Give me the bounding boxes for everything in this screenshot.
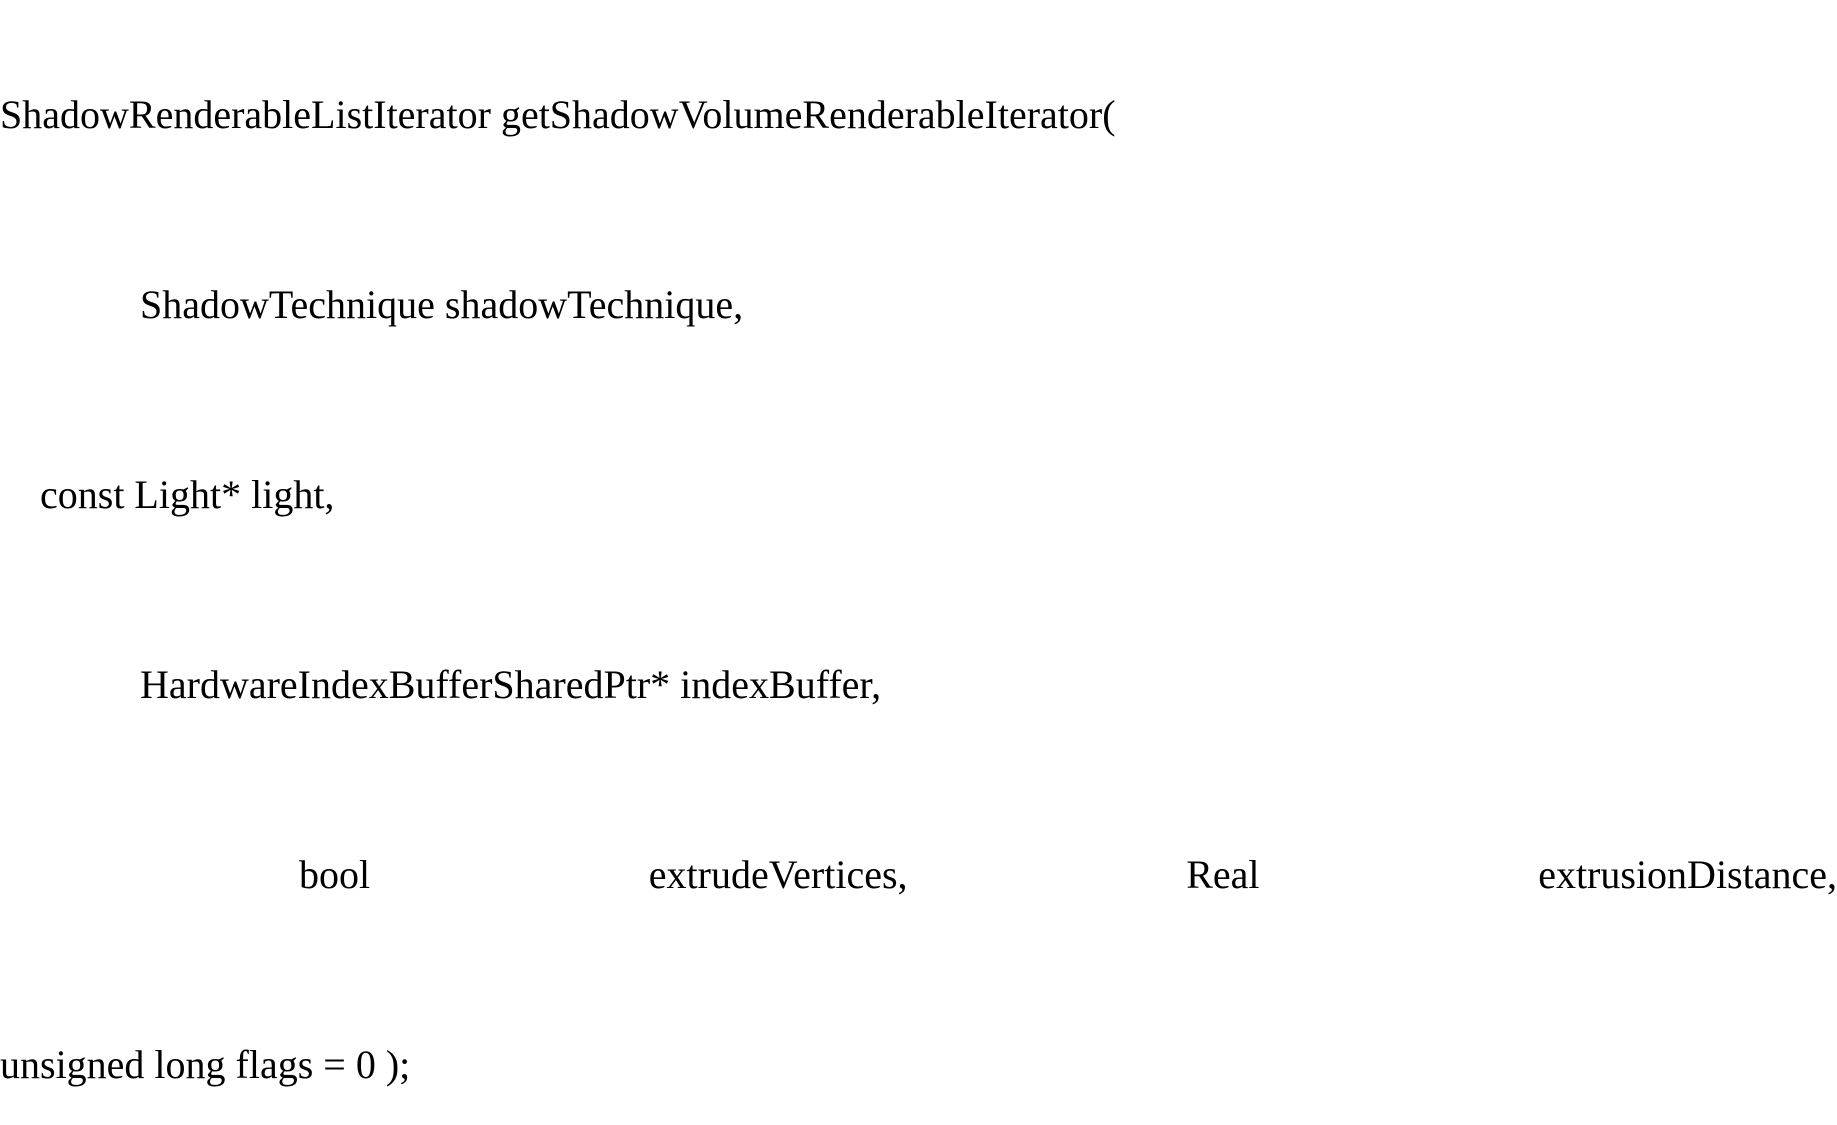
code-token: bool	[299, 855, 370, 895]
code-snippet: ShadowRenderableListIterator getShadowVo…	[0, 15, 1837, 1125]
code-line-5: unsigned long flags = 0 );	[0, 1045, 1837, 1085]
code-line-3: HardwareIndexBufferSharedPtr* indexBuffe…	[0, 665, 1837, 705]
code-token: extrusionDistance,	[1538, 855, 1837, 895]
code-token: extrudeVertices,	[649, 855, 908, 895]
code-line-1: ShadowTechnique shadowTechnique,	[0, 285, 1837, 325]
code-token: Real	[1186, 855, 1259, 895]
code-line-2: const Light* light,	[0, 475, 1837, 515]
code-line-4: bool extrudeVertices, Real extrusionDist…	[0, 855, 1837, 895]
code-line-0: ShadowRenderableListIterator getShadowVo…	[0, 95, 1837, 135]
